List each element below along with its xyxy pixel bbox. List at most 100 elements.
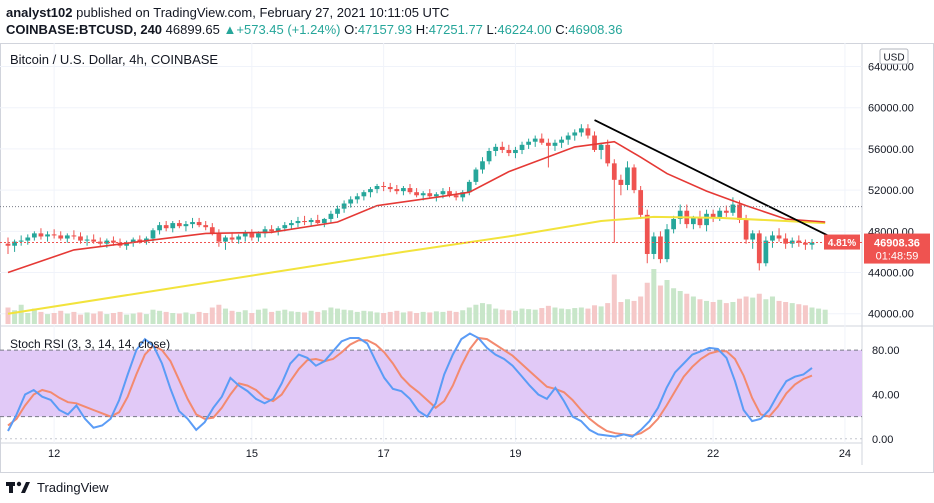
volume-bar	[433, 311, 439, 324]
candle-body	[493, 146, 499, 151]
volume-bar	[545, 305, 551, 324]
candle-body	[585, 128, 591, 136]
candle-body	[552, 142, 558, 146]
candle-body	[321, 218, 327, 224]
author-name[interactable]: analyst102	[6, 5, 73, 20]
volume-bar	[717, 299, 723, 324]
volume-bar	[222, 308, 228, 324]
volume-bar	[282, 309, 288, 324]
volume-bar	[486, 304, 492, 324]
price-tick-label: 56000.00	[868, 144, 914, 156]
low-label: L:	[486, 22, 498, 37]
chart-canvas[interactable]: 80.00 40.00 0.00 64000.00 60000.00 56000.00 5…	[0, 43, 934, 473]
volume-bar	[328, 307, 334, 324]
volume-bar	[71, 311, 77, 324]
volume-bar	[97, 311, 103, 324]
volume-bar	[335, 308, 341, 324]
volume-bar	[743, 296, 749, 324]
time-tick-label: 12	[48, 448, 60, 460]
candle-body	[229, 237, 235, 240]
candle-body	[12, 241, 17, 246]
last-price: 46899.65	[165, 22, 220, 37]
volume-bar	[611, 274, 617, 324]
currency-badge[interactable]	[879, 48, 909, 65]
volume-bar	[651, 269, 657, 324]
volume-bar	[572, 308, 578, 324]
price-tick-label: 40000.00	[868, 309, 914, 321]
volume-bar	[104, 314, 110, 324]
last-price-tag: 46908.36	[874, 238, 920, 250]
candle-body	[223, 237, 228, 242]
volume-bar	[664, 280, 670, 324]
symbol-label: COINBASE:BTCUSD, 240	[6, 22, 163, 37]
candle-body	[137, 239, 143, 242]
volume-bar	[763, 299, 769, 324]
candle-body	[216, 233, 222, 242]
candle-body	[513, 149, 518, 154]
candle-body	[157, 225, 162, 231]
candle-body	[38, 233, 44, 237]
volume-bar	[684, 293, 690, 324]
publish-date: published on TradingView.com, February 2…	[76, 5, 450, 20]
stoch-tick-label: 0.00	[872, 434, 893, 446]
footer-brand[interactable]: TradingView	[6, 476, 109, 498]
candle-body	[394, 189, 400, 192]
last-price-tag-bg	[864, 233, 930, 264]
volume-bar	[750, 297, 756, 324]
candle-body	[756, 233, 762, 264]
volume-bar	[585, 308, 591, 324]
candle-body	[453, 195, 459, 198]
volume-bar	[117, 311, 123, 324]
volume-bar	[400, 312, 406, 324]
volume-bar	[58, 310, 64, 324]
candle-body	[671, 218, 676, 230]
stoch-rsi-pane: 80.00 40.00 0.00	[0, 332, 900, 446]
candle-body	[163, 225, 169, 229]
volume-bar	[506, 310, 512, 324]
candle-body	[289, 223, 294, 226]
sma-slow-line	[7, 215, 826, 315]
candle-body	[387, 187, 393, 190]
currency-label: USD	[883, 53, 904, 64]
candle-body	[638, 190, 644, 215]
candle-body	[809, 242, 815, 245]
candle-body	[91, 239, 97, 242]
open-label: O:	[344, 22, 358, 37]
price-tick-label: 44000.00	[868, 268, 914, 280]
volume-bar	[420, 311, 426, 324]
volume-bar	[816, 308, 822, 324]
volume-bar	[532, 309, 538, 324]
candle-body	[664, 229, 670, 260]
volume-bar	[130, 313, 136, 324]
volume-bar	[64, 313, 70, 324]
volume-bar	[605, 303, 611, 324]
candle-body	[190, 222, 195, 225]
volume-bar	[638, 296, 644, 324]
volume-bar	[381, 313, 387, 324]
high-value: 47251.77	[428, 22, 483, 37]
candle-body	[796, 240, 802, 243]
volume-bar	[394, 310, 400, 324]
percent-tag-bg	[824, 234, 860, 250]
volume-bar	[512, 310, 518, 324]
close-label: C:	[555, 22, 569, 37]
candle-body	[644, 214, 650, 254]
countdown-tag: 01:48:59	[876, 251, 919, 263]
candle-body	[559, 139, 564, 143]
ohlc-header: COINBASE:BTCUSD, 240 46899.65 ▲+573.45 (…	[6, 22, 622, 37]
candle-body	[78, 236, 83, 241]
candle-body	[308, 219, 314, 223]
volume-bar	[110, 313, 116, 324]
volume-bar	[341, 309, 347, 324]
resistance-trendline	[594, 119, 833, 239]
volume-bar	[427, 312, 433, 324]
candle-body	[269, 229, 274, 232]
candle-body	[170, 223, 176, 229]
candle-body	[466, 181, 472, 193]
trendline-group[interactable]	[594, 119, 833, 239]
volume-bar	[176, 313, 182, 324]
candle-body	[407, 188, 413, 193]
candle-body	[374, 186, 380, 190]
candle-body	[354, 196, 360, 200]
chart-frame[interactable]: 80.00 40.00 0.00 64000.00 60000.00 56000.00 5…	[0, 43, 934, 473]
